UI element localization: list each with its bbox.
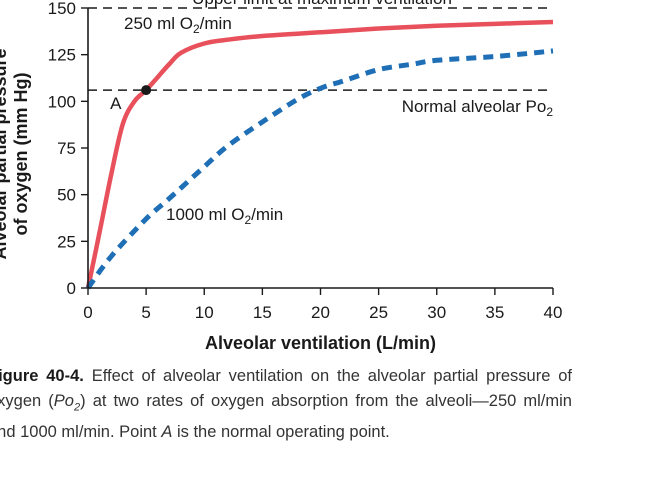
- series-label-250-part: 250 ml O: [124, 14, 193, 33]
- x-tick-label-0: 0: [83, 303, 92, 322]
- x-tick-label-5: 5: [141, 303, 150, 322]
- caption-text-3: is the normal operating point.: [172, 423, 390, 442]
- caption-text-1: Effect of alveolar ventilation on the al…: [0, 367, 572, 410]
- series-label-1000-part: 2: [244, 213, 251, 227]
- normal-po2-label: Normal alveolar Po2: [402, 97, 554, 119]
- figure-caption: Figure 40-4. Effect of alveolar ventilat…: [0, 364, 572, 445]
- series-label-1000: 1000 ml O2/min: [166, 205, 283, 227]
- x-tick-label-10: 10: [195, 303, 214, 322]
- caption-symbol: Po2: [53, 392, 81, 414]
- series-line-1: [85, 48, 554, 290]
- y-tick-label-50: 50: [57, 186, 76, 205]
- axes: [81, 7, 554, 295]
- x-tick-label-35: 35: [485, 303, 504, 322]
- x-tick-label-15: 15: [253, 303, 272, 322]
- x-axis-title: Alveolar ventilation (L/min): [205, 333, 436, 353]
- upper-limit-label: Upper limit at maximum ventilation: [192, 0, 452, 8]
- point-a-label: A: [110, 94, 122, 113]
- x-tick-label-25: 25: [369, 303, 388, 322]
- y-tick-label-150: 150: [48, 0, 76, 18]
- figure-label: Figure 40-4.: [0, 367, 84, 385]
- x-tick-label-5-part: 5: [141, 303, 150, 322]
- x-tick-label-20-part: 20: [311, 303, 330, 322]
- series-label-250: 250 ml O2/min: [124, 14, 232, 36]
- y-tick-label-0: 0: [67, 279, 76, 298]
- caption-symbol-main: Po: [53, 392, 74, 410]
- y-tick-label-75: 75: [57, 139, 76, 158]
- y-tick-label-50-part: 50: [57, 186, 76, 205]
- y-tick-label-100: 100: [48, 92, 76, 111]
- normal-po2-label-part: 2: [546, 105, 553, 119]
- x-tick-label-10-part: 10: [195, 303, 214, 322]
- y-axis-title-line-1-part: of oxygen (mm Hg): [11, 72, 31, 235]
- point-a-marker: [141, 85, 152, 96]
- y-tick-label-125: 125: [48, 46, 76, 65]
- y-tick-label-25-part: 25: [57, 232, 76, 251]
- series-label-1000-part: /min: [251, 205, 283, 224]
- y-tick-label-100-part: 100: [48, 92, 76, 111]
- x-tick-label-30: 30: [427, 303, 446, 322]
- series-label-250-part: 2: [193, 22, 200, 36]
- y-axis-title-line-1: of oxygen (mm Hg): [11, 72, 31, 235]
- normal-po2-label-part: Normal alveolar Po: [402, 97, 547, 116]
- x-tick-label-35-part: 35: [485, 303, 504, 322]
- chart-labels: 0 5 10 15 20 25 30 35 40 0 25 50 75 100 125 150 Alveolar…: [0, 0, 562, 353]
- x-tick-label-40: 40: [544, 303, 563, 322]
- series-line-0: [85, 19, 554, 289]
- y-tick-label-25: 25: [57, 232, 76, 251]
- y-tick-label-0-part: 0: [67, 279, 76, 298]
- caption-point-name: A: [161, 423, 173, 442]
- y-tick-label-150-part: 150: [48, 0, 76, 18]
- series-layer: [85, 19, 554, 290]
- x-tick-label-40-part: 40: [544, 303, 563, 322]
- x-tick-label-15-part: 15: [253, 303, 272, 322]
- x-tick-label-20: 20: [311, 303, 330, 322]
- series-label-250-part: /min: [200, 14, 232, 33]
- caption-text-2: ) at two rates of oxygen absorption from…: [0, 392, 572, 442]
- series-label-1000-part: 1000 ml O: [166, 205, 244, 224]
- y-tick-label-75-part: 75: [57, 139, 76, 158]
- x-tick-label-30-part: 30: [427, 303, 446, 322]
- x-tick-label-25-part: 25: [369, 303, 388, 322]
- upper-limit-label-part: Upper limit at maximum ventilation: [192, 0, 452, 8]
- x-axis-title-part: Alveolar ventilation (L/min): [205, 333, 436, 353]
- point-a-label-part: A: [110, 94, 122, 113]
- x-tick-label-0-part: 0: [83, 303, 92, 322]
- y-axis-title-line-0: Alveolar partial pressure: [0, 48, 10, 259]
- chart: 0 5 10 15 20 25 30 35 40 0 25 50 75 100 125 150 Alveolar…: [0, 0, 562, 353]
- caption-symbol-sub: 2: [73, 401, 81, 414]
- y-axis-title-line-0-part: Alveolar partial pressure: [0, 48, 10, 259]
- y-tick-label-125-part: 125: [48, 46, 76, 65]
